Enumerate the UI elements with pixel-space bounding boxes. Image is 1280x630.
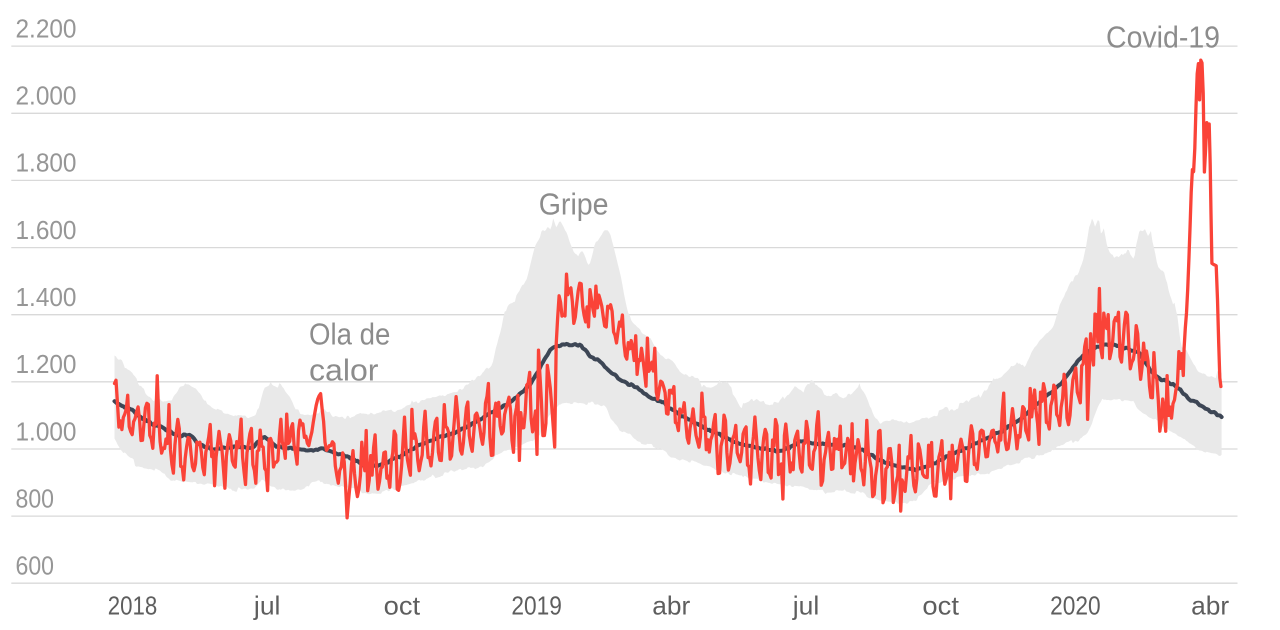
svg-text:abr: abr <box>652 591 690 621</box>
svg-text:1.200: 1.200 <box>16 349 77 379</box>
svg-text:2020: 2020 <box>1050 591 1101 621</box>
svg-text:2019: 2019 <box>511 591 562 621</box>
svg-text:Gripe: Gripe <box>539 186 609 221</box>
svg-text:abr: abr <box>1191 591 1229 621</box>
svg-text:2.200: 2.200 <box>16 13 77 43</box>
svg-text:oct: oct <box>922 591 959 621</box>
svg-text:800: 800 <box>16 483 55 513</box>
svg-text:jul: jul <box>792 591 820 621</box>
svg-text:calor: calor <box>309 353 379 388</box>
svg-text:1.000: 1.000 <box>16 416 77 446</box>
svg-text:Covid-19: Covid-19 <box>1106 19 1220 54</box>
svg-text:2018: 2018 <box>108 591 158 621</box>
svg-text:Ola de: Ola de <box>309 317 390 352</box>
svg-text:1.800: 1.800 <box>16 148 77 178</box>
svg-text:1.600: 1.600 <box>16 215 77 245</box>
svg-text:600: 600 <box>16 551 55 581</box>
svg-text:1.400: 1.400 <box>16 282 77 312</box>
svg-text:jul: jul <box>253 591 281 621</box>
svg-text:2.000: 2.000 <box>16 81 77 111</box>
svg-text:oct: oct <box>384 591 421 621</box>
